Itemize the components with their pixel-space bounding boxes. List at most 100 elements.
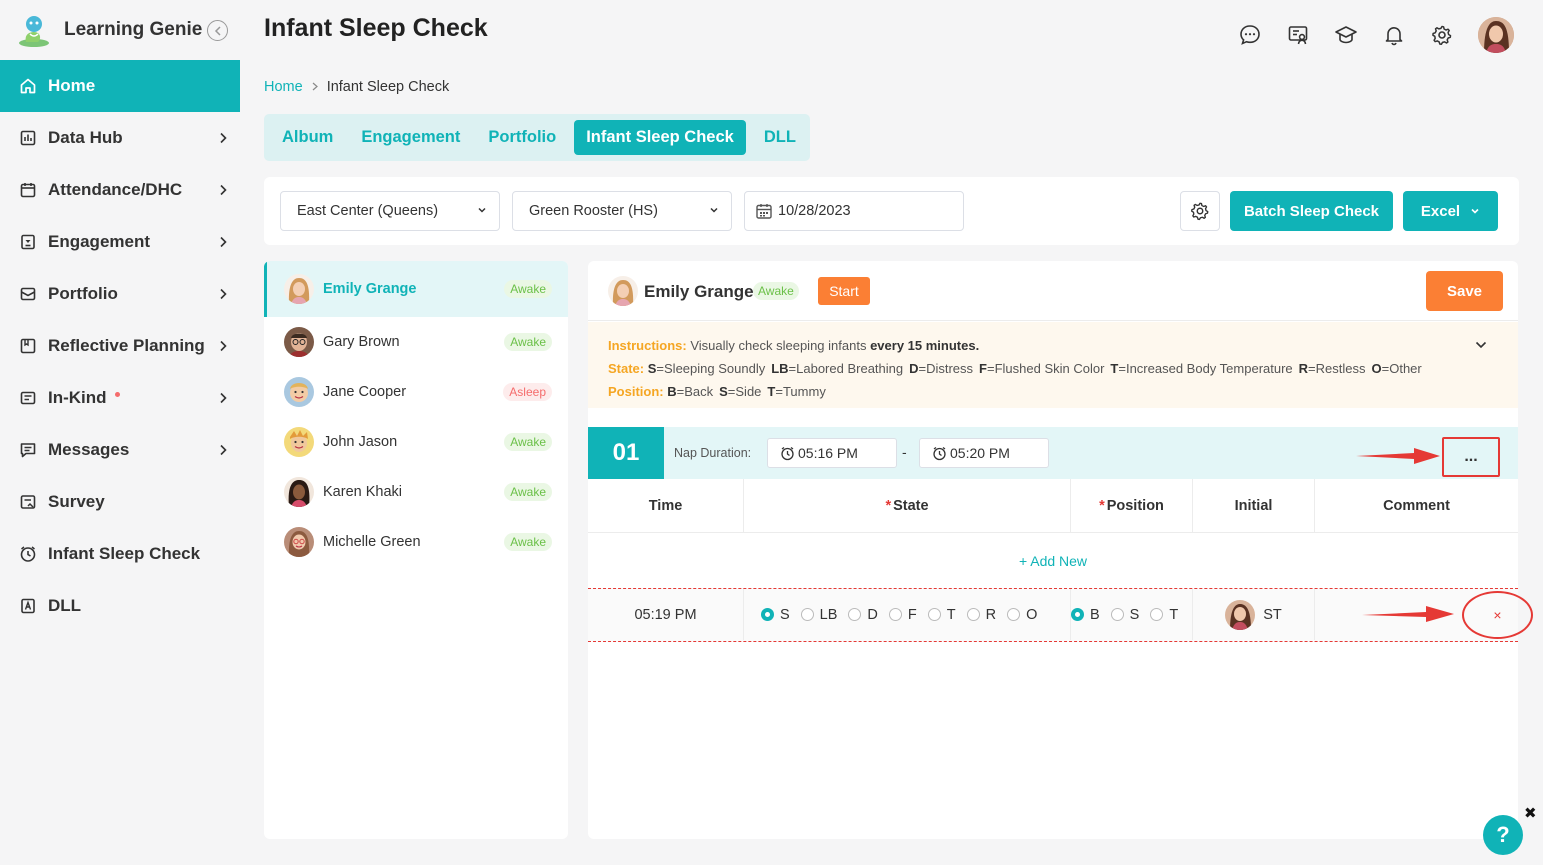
col-comment-label: Comment: [1383, 498, 1450, 514]
tab-portfolio[interactable]: Portfolio: [488, 128, 557, 146]
legend-desc: =Distress: [918, 361, 974, 376]
child-avatar: [608, 276, 638, 306]
user-avatar[interactable]: [1478, 17, 1514, 53]
radio-circle-icon: [1150, 608, 1164, 621]
sidebar-item-label: Reflective Planning: [48, 336, 205, 355]
filter-bar: East Center (Queens) Green Rooster (HS) …: [264, 177, 1519, 245]
sleep-settings-button[interactable]: [1180, 191, 1220, 231]
sidebar-item-attendance-dhc[interactable]: Attendance/DHC: [0, 164, 240, 216]
state-radio-r[interactable]: R: [966, 606, 997, 623]
position-radio-t[interactable]: T: [1150, 607, 1178, 623]
list-item[interactable]: Emily Grange Awake: [264, 261, 568, 317]
chevron-down-icon[interactable]: [1474, 338, 1488, 352]
tab-engagement[interactable]: Engagement: [361, 128, 461, 146]
state-radio-f[interactable]: F: [888, 607, 917, 623]
sidebar-item-label: In-Kind: [48, 388, 107, 407]
sidebar-item-home[interactable]: Home: [0, 60, 240, 112]
sidebar-item-messages[interactable]: Messages: [0, 424, 240, 476]
date-picker[interactable]: 10/28/2023: [744, 191, 964, 231]
avatar: [284, 274, 314, 304]
instructions-label: Instructions:: [608, 338, 687, 353]
legend-desc: =Side: [727, 384, 762, 399]
sidebar-item-label: DLL: [48, 596, 82, 615]
state-radio-t[interactable]: T: [927, 607, 956, 623]
center-select[interactable]: East Center (Queens): [280, 191, 500, 231]
bell-icon[interactable]: [1382, 23, 1406, 47]
state-radio-lb[interactable]: LB: [800, 607, 837, 623]
child-name: Emily Grange: [644, 282, 754, 301]
child-name: Emily Grange: [323, 281, 417, 297]
planning-icon: [19, 337, 37, 355]
list-item[interactable]: John Jason Awake: [264, 417, 568, 467]
more-label: ...: [1464, 448, 1478, 465]
initial-value: ST: [1263, 606, 1282, 623]
remove-row-button[interactable]: ×: [1462, 591, 1533, 639]
col-position: * Position: [1071, 479, 1193, 533]
sidebar-item-in-kind[interactable]: In-Kind: [0, 372, 240, 424]
settings-gear-icon[interactable]: [1430, 23, 1454, 47]
sidebar-item-infant-sleep-check[interactable]: Infant Sleep Check: [0, 528, 240, 580]
nap-end-time[interactable]: 05:20 PM: [919, 438, 1049, 468]
list-item[interactable]: Michelle Green Awake: [264, 517, 568, 567]
class-select[interactable]: Green Rooster (HS): [512, 191, 732, 231]
position-radio-b[interactable]: B: [1071, 607, 1100, 623]
tab-dll[interactable]: DLL: [763, 128, 796, 146]
avatar: [284, 427, 314, 457]
save-button[interactable]: Save: [1426, 271, 1503, 311]
radio-circle-icon: [1007, 608, 1021, 621]
brand[interactable]: Learning Genie: [16, 12, 202, 48]
add-new-button[interactable]: + Add New: [1018, 553, 1088, 569]
help-button[interactable]: ?: [1483, 815, 1523, 855]
nap-start-time[interactable]: 05:16 PM: [767, 438, 897, 468]
graduation-cap-icon[interactable]: [1334, 23, 1358, 47]
sidebar-item-engagement[interactable]: Engagement: [0, 216, 240, 268]
chat-icon[interactable]: [1238, 23, 1262, 47]
help-close-icon[interactable]: ✖: [1524, 805, 1537, 822]
state-radio-d[interactable]: D: [848, 607, 878, 623]
clock-icon: [19, 545, 37, 563]
col-initial-label: Initial: [1234, 498, 1273, 514]
announcement-icon[interactable]: [1286, 23, 1310, 47]
list-item[interactable]: Gary Brown Awake: [264, 317, 568, 367]
learning-genie-logo-icon: [19, 16, 49, 47]
position-radio-s[interactable]: S: [1110, 607, 1139, 623]
sidebar-item-reflective-planning[interactable]: Reflective Planning: [0, 320, 240, 372]
sidebar-item-data-hub[interactable]: Data Hub: [0, 112, 240, 164]
status-badge: Awake: [504, 280, 552, 298]
instructions-line: Instructions: Visually check sleeping in…: [608, 334, 1498, 357]
table-header: Time * State * Position Initial Comment: [588, 479, 1518, 533]
child-name: Gary Brown: [323, 334, 400, 350]
chevron-right-icon: [216, 443, 230, 457]
row-time[interactable]: 05:19 PM: [588, 589, 744, 640]
sidebar-item-label: Messages: [48, 440, 130, 459]
list-item[interactable]: Karen Khaki Awake: [264, 467, 568, 517]
list-item[interactable]: Jane Cooper Asleep: [264, 367, 568, 417]
collapse-sidebar-button[interactable]: [207, 20, 228, 41]
tab-album[interactable]: Album: [282, 128, 334, 146]
sidebar-item-portfolio[interactable]: Portfolio: [0, 268, 240, 320]
radio-label: R: [985, 606, 997, 623]
child-name: Karen Khaki: [323, 484, 402, 500]
legend-code: B: [667, 384, 677, 399]
child-header: Emily Grange Awake Start Save: [588, 261, 1518, 321]
settings-gear-icon: [1191, 202, 1209, 221]
sidebar-item-dll[interactable]: DLL: [0, 580, 240, 632]
nap-dash: -: [902, 444, 907, 460]
breadcrumb-home-link[interactable]: Home: [264, 79, 303, 95]
batch-sleep-check-button[interactable]: Batch Sleep Check: [1230, 191, 1393, 231]
start-button[interactable]: Start: [818, 277, 870, 305]
radio-label: B: [1090, 606, 1100, 623]
col-time-label: Time: [648, 498, 683, 514]
sidebar-item-survey[interactable]: Survey: [0, 476, 240, 528]
state-radio-s[interactable]: S: [761, 607, 790, 623]
sidebar-nav: Home Data Hub Attendance/DHC Engagement Port…: [0, 60, 240, 632]
chevron-down-icon: [1471, 208, 1479, 214]
nap-start-value: 05:16 PM: [798, 445, 858, 461]
chevron-right-icon: [216, 235, 230, 249]
chevron-left-icon: [214, 25, 221, 36]
tab-infant-sleep-check[interactable]: Infant Sleep Check: [574, 120, 746, 155]
more-options-button[interactable]: ...: [1442, 437, 1500, 477]
state-radio-o[interactable]: O: [1007, 607, 1037, 623]
legend-code: D: [909, 361, 919, 376]
excel-button[interactable]: Excel: [1403, 191, 1498, 231]
